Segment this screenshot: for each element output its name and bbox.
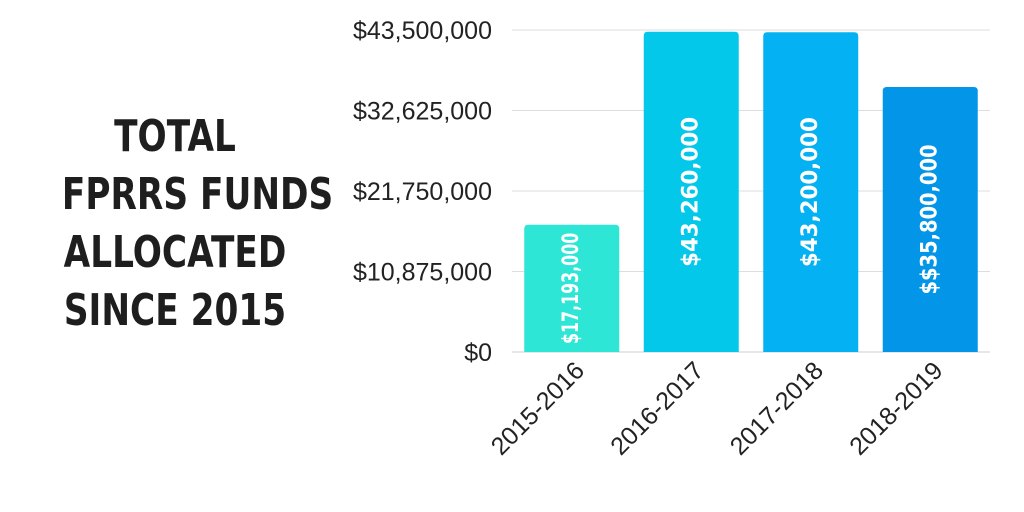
side-title-line: FPRRS FUNDS xyxy=(61,169,334,220)
y-tick-label: $21,750,000 xyxy=(353,178,492,206)
x-category-label: 2016-2017 xyxy=(605,356,709,460)
x-category-label: 2017-2018 xyxy=(725,356,829,460)
bars xyxy=(524,31,978,353)
bar-2015-2016 xyxy=(524,224,620,352)
y-tick-label: $10,875,000 xyxy=(353,259,492,287)
side-title-line: ALLOCATED xyxy=(63,227,287,278)
bar-value-label: $43,260,000 xyxy=(679,117,704,267)
bar-value-label: $43,200,000 xyxy=(798,117,823,267)
bar-2017-2018 xyxy=(763,32,859,352)
side-title-line: TOTAL xyxy=(114,111,236,162)
chart-side-title: TOTAL FPRRS FUNDS ALLOCATED SINCE 2015 xyxy=(61,108,334,340)
bar-value-label: $$35,800,000 xyxy=(918,144,943,294)
x-category-label: 2015-2016 xyxy=(486,356,590,460)
bar-2018-2019 xyxy=(882,86,978,352)
x-axis-category-labels: 2015-2016 2016-2017 2017-2018 2018-2019 xyxy=(486,356,949,460)
y-tick-label: $43,500,000 xyxy=(353,17,492,45)
bar-2016-2017 xyxy=(643,31,739,353)
bar-value-label: $17,193,000 xyxy=(559,233,584,344)
y-tick-label: $32,625,000 xyxy=(353,98,492,126)
y-tick-label: $0 xyxy=(464,339,492,367)
x-category-label: 2018-2019 xyxy=(844,356,948,460)
y-axis-tick-labels: $0 $10,875,000 $21,750,000 $32,625,000 $43,5… xyxy=(353,17,492,367)
side-title-line: SINCE 2015 xyxy=(63,285,287,336)
bar-value-labels: $17,193,000 $43,260,000 $43,200,000 $$35,80… xyxy=(559,117,943,344)
